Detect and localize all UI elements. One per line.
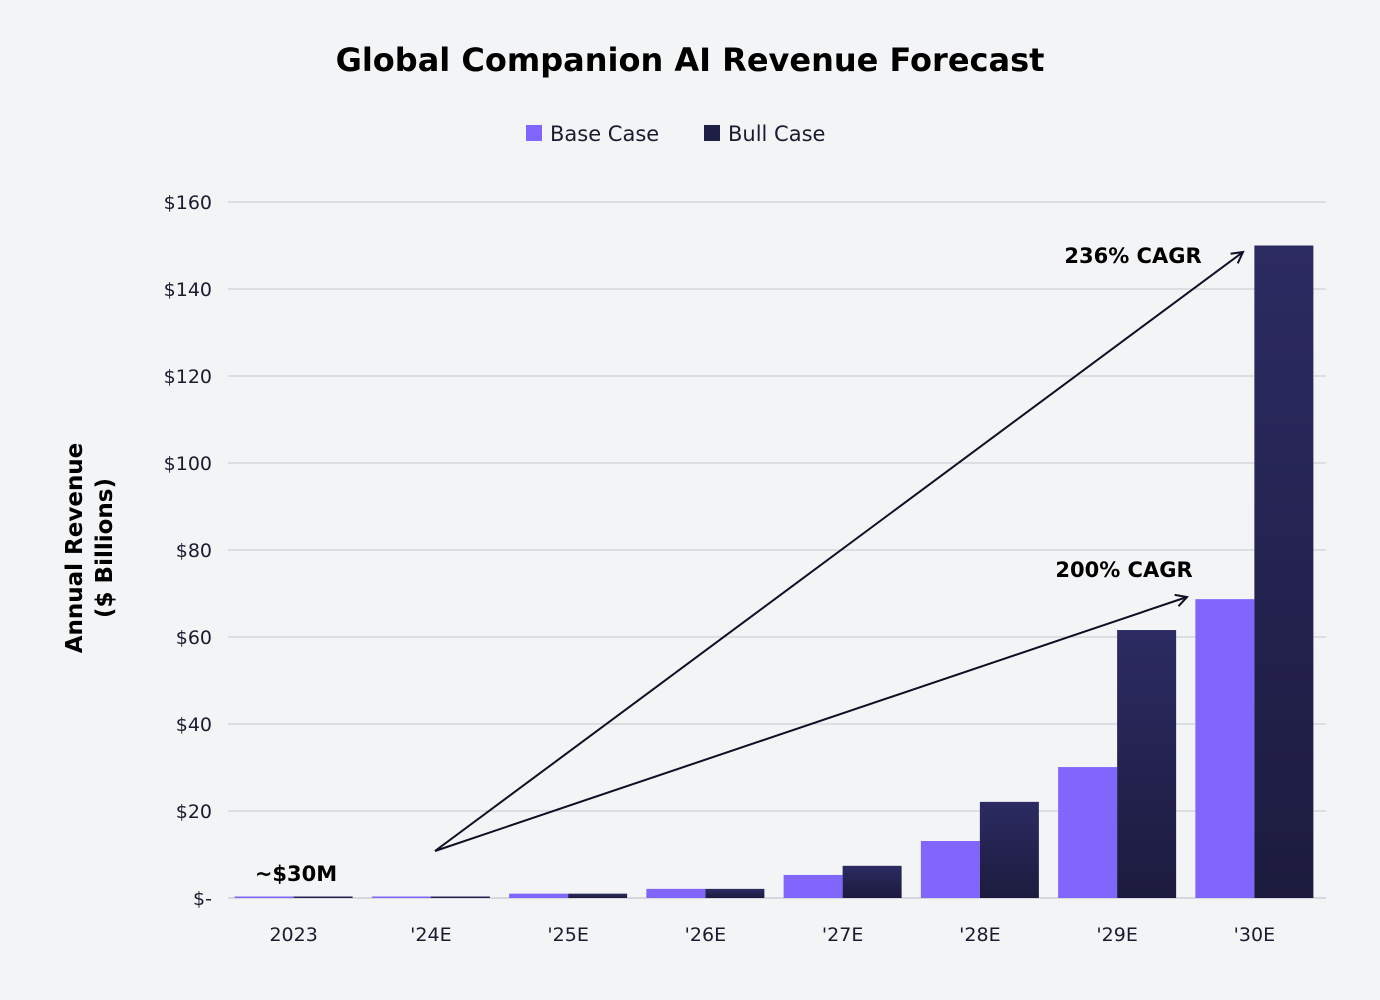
bull-cagr-arrow xyxy=(434,252,1243,852)
y-tick-label: $140 xyxy=(164,279,212,301)
bar-base-5 xyxy=(920,841,980,898)
bar-base-4 xyxy=(783,874,843,898)
legend-swatch-base xyxy=(526,125,542,141)
bar-base-2 xyxy=(509,893,569,898)
y-tick-label: $40 xyxy=(176,714,212,736)
bar-bull-1 xyxy=(430,896,490,898)
bar-bull-6 xyxy=(1117,630,1177,898)
bar-base-7 xyxy=(1195,599,1255,898)
y-axis-label: Annual Revenue ($ Billions) xyxy=(62,443,118,654)
bar-base-0 xyxy=(234,896,294,898)
y-tick-label: $- xyxy=(193,888,212,910)
x-tick-label: '28E xyxy=(959,924,1000,946)
bar-bull-2 xyxy=(568,893,628,898)
y-tick-label: $80 xyxy=(176,540,212,562)
legend: Base Case Bull Case xyxy=(526,122,825,146)
base-cagr-label: 200% CAGR xyxy=(1055,558,1192,582)
legend-label-base: Base Case xyxy=(550,122,659,146)
bar-base-6 xyxy=(1058,767,1118,898)
legend-label-bull: Bull Case xyxy=(728,122,825,146)
bull-cagr-label: 236% CAGR xyxy=(1064,244,1201,268)
bar-bull-4 xyxy=(842,865,902,898)
y-tick-label: $100 xyxy=(164,453,212,475)
x-tick-label: '29E xyxy=(1096,924,1137,946)
y-axis-label-line2: ($ Billions) xyxy=(92,478,118,618)
x-tick-label: '24E xyxy=(410,924,451,946)
y-tick-label: $160 xyxy=(164,192,212,214)
first-value-label: ~$30M xyxy=(255,862,337,886)
bar-bull-7 xyxy=(1254,245,1314,898)
x-tick-label: '27E xyxy=(822,924,863,946)
chart-title: Global Companion AI Revenue Forecast xyxy=(336,41,1045,79)
x-tick-label: 2023 xyxy=(269,924,317,946)
y-tick-label: $20 xyxy=(176,801,212,823)
y-tick-label: $120 xyxy=(164,366,212,388)
bar-bull-5 xyxy=(979,801,1039,898)
bar-base-3 xyxy=(646,888,706,898)
y-tick-label: $60 xyxy=(176,627,212,649)
bar-base-1 xyxy=(371,896,431,898)
legend-swatch-bull xyxy=(704,125,720,141)
x-tick-label: '30E xyxy=(1234,924,1275,946)
x-tick-label: '26E xyxy=(685,924,726,946)
bar-bull-3 xyxy=(705,888,765,898)
x-tick-label: '25E xyxy=(547,924,588,946)
y-axis-label-line1: Annual Revenue xyxy=(62,443,88,654)
base-cagr-arrow xyxy=(434,597,1187,852)
bar-bull-0 xyxy=(293,896,353,898)
